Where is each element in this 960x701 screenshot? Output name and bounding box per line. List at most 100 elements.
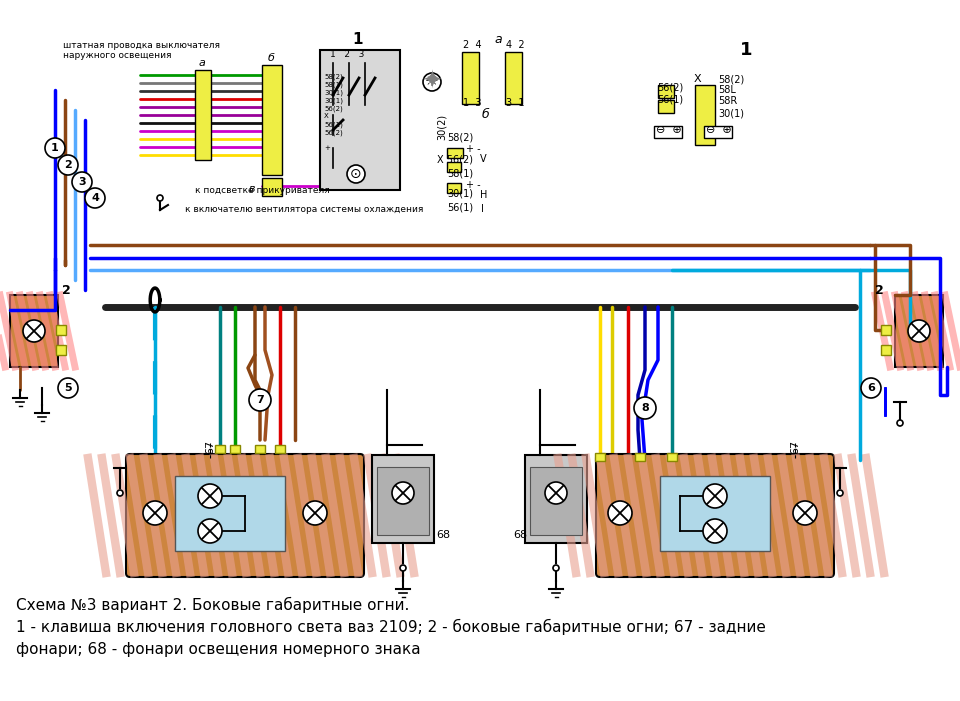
Circle shape: [553, 565, 559, 571]
Text: 3: 3: [78, 177, 85, 187]
Bar: [195, 70, 211, 160]
Text: 30(1): 30(1): [324, 97, 343, 104]
Bar: [447, 148, 463, 158]
Bar: [654, 126, 682, 138]
Text: 1  3: 1 3: [463, 98, 482, 108]
Text: 58(1): 58(1): [447, 168, 473, 178]
Bar: [704, 126, 732, 138]
Text: +: +: [324, 145, 330, 151]
Text: фонари; 68 - фонари освещения номерного знака: фонари; 68 - фонари освещения номерного …: [16, 642, 420, 657]
Text: + -: + -: [466, 144, 481, 154]
Circle shape: [198, 484, 222, 508]
Text: 6: 6: [867, 383, 875, 393]
Bar: [895, 295, 943, 367]
Text: 67: 67: [205, 440, 215, 454]
Bar: [447, 183, 461, 193]
Bar: [447, 162, 461, 172]
Text: 30(1): 30(1): [324, 89, 343, 95]
Circle shape: [634, 397, 656, 419]
Text: наружного освещения: наружного освещения: [63, 51, 172, 60]
Text: к включателю вентилятора системы охлаждения: к включателю вентилятора системы охлажде…: [185, 205, 423, 214]
Circle shape: [45, 138, 65, 158]
Bar: [10, 295, 58, 367]
Circle shape: [198, 519, 222, 543]
Text: 1 - клавиша включения головного света ваз 2109; 2 - боковые габаритные огни; 67 : 1 - клавиша включения головного света ва…: [16, 619, 766, 635]
Text: 30(1): 30(1): [718, 108, 744, 118]
Bar: [462, 52, 479, 104]
Circle shape: [703, 484, 727, 508]
Bar: [255, 445, 265, 453]
Bar: [275, 445, 285, 453]
Text: 1: 1: [51, 143, 59, 153]
Text: 30(1): 30(1): [447, 188, 473, 198]
Text: ⊙: ⊙: [350, 167, 362, 181]
Text: 1   2   3: 1 2 3: [330, 50, 365, 59]
Circle shape: [400, 565, 406, 571]
Text: ⊖  ⊕: ⊖ ⊕: [656, 125, 682, 135]
Text: 1: 1: [740, 41, 753, 59]
Circle shape: [117, 490, 123, 496]
Circle shape: [908, 320, 930, 342]
Circle shape: [837, 490, 843, 496]
Text: 67: 67: [790, 440, 800, 454]
Text: а: а: [494, 33, 502, 46]
Text: H: H: [480, 190, 488, 200]
Text: 56(2): 56(2): [324, 129, 343, 135]
Text: 56(1): 56(1): [657, 94, 684, 104]
Circle shape: [23, 320, 45, 342]
Text: 58R: 58R: [718, 96, 737, 106]
Text: б: б: [481, 108, 489, 121]
Text: б: б: [268, 53, 275, 63]
Circle shape: [72, 172, 92, 192]
Bar: [262, 178, 282, 196]
Circle shape: [85, 188, 105, 208]
Text: 2  4: 2 4: [463, 40, 482, 50]
Text: 56(2): 56(2): [324, 105, 343, 111]
Text: 58(2): 58(2): [718, 74, 744, 84]
Text: 30(2): 30(2): [437, 114, 447, 140]
Text: а: а: [199, 58, 205, 68]
Circle shape: [58, 155, 78, 175]
Bar: [667, 453, 677, 461]
Bar: [175, 476, 285, 551]
Text: 2: 2: [62, 284, 71, 297]
Text: 7: 7: [256, 395, 264, 405]
Bar: [658, 85, 674, 98]
Bar: [530, 467, 582, 535]
Bar: [377, 467, 429, 535]
Text: + -: + -: [466, 180, 481, 190]
Text: штатная проводка выключателя: штатная проводка выключателя: [63, 41, 220, 50]
Circle shape: [861, 378, 881, 398]
Text: X: X: [694, 74, 702, 84]
Circle shape: [157, 195, 163, 201]
Text: X: X: [324, 113, 328, 119]
FancyBboxPatch shape: [596, 454, 834, 577]
FancyBboxPatch shape: [126, 454, 364, 577]
Circle shape: [58, 378, 78, 398]
Text: ☼: ☼: [425, 74, 439, 90]
Circle shape: [423, 73, 441, 91]
Text: V: V: [480, 154, 487, 164]
Bar: [262, 65, 282, 175]
Circle shape: [347, 165, 365, 183]
Circle shape: [143, 501, 167, 525]
Bar: [230, 445, 240, 453]
Text: 2: 2: [875, 284, 884, 297]
Bar: [695, 85, 715, 145]
Text: ⊖  ⊕: ⊖ ⊕: [706, 125, 732, 135]
Text: X 56(2): X 56(2): [437, 154, 473, 164]
Bar: [595, 453, 605, 461]
Bar: [505, 52, 522, 104]
Text: 56(1): 56(1): [324, 121, 343, 128]
Bar: [56, 345, 66, 355]
Text: 8: 8: [641, 403, 649, 413]
Text: ✦: ✦: [421, 70, 443, 94]
Text: 58(2): 58(2): [447, 132, 473, 142]
Circle shape: [392, 482, 414, 504]
Text: 5: 5: [64, 383, 72, 393]
Text: 58(1): 58(1): [324, 81, 343, 88]
Text: 4: 4: [91, 193, 99, 203]
Circle shape: [249, 389, 271, 411]
Bar: [658, 100, 674, 113]
Bar: [56, 325, 66, 335]
